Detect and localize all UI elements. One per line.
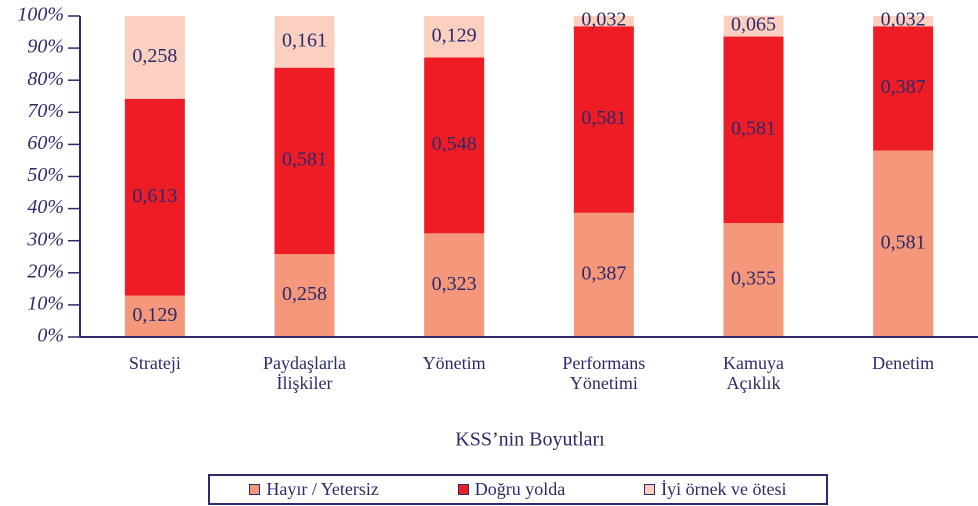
legend-label: Hayır / Yetersiz xyxy=(266,479,379,499)
bar-segment xyxy=(873,26,934,151)
data-label: 0,355 xyxy=(731,268,776,290)
y-tick-label: 10% xyxy=(27,292,64,314)
x-tick-label: Performans Yönetimi xyxy=(562,353,646,393)
chart: KSS’nin Boyutları 0% 10% 20% 30% 40% 50% 60% 70… xyxy=(17,4,978,451)
bar-segment xyxy=(873,16,934,27)
data-label: 0,032 xyxy=(881,9,926,31)
y-tick-label: 40% xyxy=(27,196,64,218)
data-label: 0,129 xyxy=(432,24,477,46)
data-label: 0,581 xyxy=(881,231,926,253)
legend-swatch xyxy=(457,484,469,495)
bar-segment xyxy=(124,295,185,337)
y-tick-label: 90% xyxy=(27,36,64,58)
y-tick-label: 80% xyxy=(27,68,64,90)
bar-segment xyxy=(274,67,335,255)
bar-segment xyxy=(573,26,634,213)
x-tick-label: Paydaşlarla İlişkiler xyxy=(263,353,346,393)
data-label: 0,065 xyxy=(731,14,776,36)
bar-segment xyxy=(124,16,185,99)
bar-segment xyxy=(274,254,335,337)
y-tick-label: 70% xyxy=(27,100,64,122)
x-tick-label: Strateji xyxy=(128,353,181,373)
bar-segment xyxy=(573,212,634,337)
data-label: 0,387 xyxy=(881,76,926,98)
x-tick-label: Denetim xyxy=(872,353,935,373)
bar-segment xyxy=(723,36,784,224)
y-tick-label: 0% xyxy=(37,325,64,347)
x-tick-label: Yönetim xyxy=(422,353,486,373)
y-tick-label: 60% xyxy=(27,132,64,154)
data-label: 0,548 xyxy=(432,133,477,155)
data-label: 0,581 xyxy=(581,107,626,129)
y-tick-label: 30% xyxy=(26,228,64,250)
data-label: 0,581 xyxy=(282,149,327,171)
legend-label: Doğru yolda xyxy=(474,479,566,499)
legend-item: İyi örnek ve ötesi xyxy=(644,479,787,500)
bar-segment xyxy=(424,57,485,234)
legend-swatch xyxy=(249,484,261,495)
legend-swatch xyxy=(644,484,656,495)
x-axis-title: KSS’nin Boyutları xyxy=(455,429,605,451)
data-label: 0,032 xyxy=(581,9,626,31)
y-tick-label: 100% xyxy=(17,4,64,26)
data-label: 0,323 xyxy=(432,273,477,295)
legend-item: Hayır / Yetersiz xyxy=(249,479,379,500)
y-tick-label: 20% xyxy=(27,260,64,282)
bar-segment xyxy=(723,223,784,337)
bar-segment xyxy=(873,150,934,337)
y-tick-label: 50% xyxy=(27,164,64,186)
legend-label: İyi örnek ve ötesi xyxy=(661,479,787,499)
data-label: 0,129 xyxy=(132,304,177,326)
data-label: 0,258 xyxy=(282,283,327,305)
bar-segment xyxy=(424,233,485,337)
data-label: 0,387 xyxy=(581,262,626,284)
bar-segment xyxy=(124,98,185,296)
bar-segment xyxy=(573,16,634,27)
bar-segment xyxy=(274,16,335,68)
legend-item: Doğru yolda xyxy=(457,479,566,500)
bar-segment xyxy=(723,15,784,37)
legend: Hayır / Yetersiz Doğru yolda İyi örnek ve … xyxy=(208,474,828,505)
data-label: 0,581 xyxy=(731,117,776,139)
bar-segment xyxy=(424,16,485,58)
data-label: 0,161 xyxy=(282,29,327,51)
x-tick-label: Kamuya Açıklık xyxy=(723,353,784,393)
data-label: 0,613 xyxy=(132,185,177,207)
data-label: 0,258 xyxy=(132,45,177,67)
